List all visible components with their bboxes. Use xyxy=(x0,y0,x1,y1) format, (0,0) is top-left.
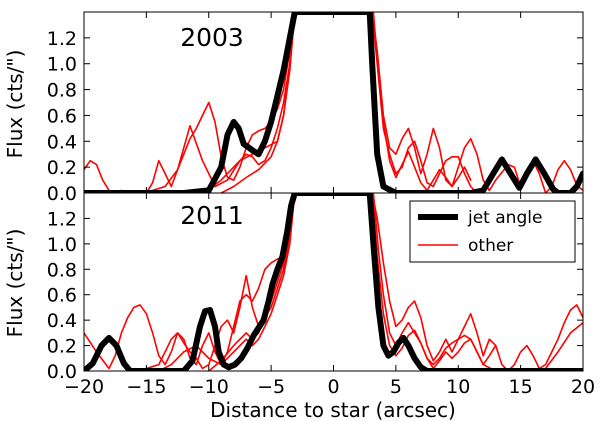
y-tick-label: 0.8 xyxy=(47,80,77,102)
series-line-other-4-2003 xyxy=(220,12,296,193)
panel-2003: 0.0 0.2 0.4 0.6 0.8 1.0 1.2 2003 Flux (cts/") xyxy=(3,11,584,205)
series-line-other-3-2003 xyxy=(195,12,295,193)
y-tick-label: 0.6 xyxy=(47,105,77,127)
year-label-2003: 2003 xyxy=(180,23,244,52)
y-tick-label: 0.8 xyxy=(47,259,77,281)
series-line-other-7-2003 xyxy=(371,12,472,192)
x-tick-label: −20 xyxy=(64,376,104,398)
x-tick-label: 0 xyxy=(327,376,339,398)
series-line-other-1-2011 xyxy=(84,193,295,370)
y-tick-label: 0.0 xyxy=(47,361,77,383)
series-line-other-5-2003 xyxy=(371,12,583,193)
x-tick-label: −15 xyxy=(126,376,166,398)
series-group-2011 xyxy=(84,193,583,371)
series-group-2003 xyxy=(84,12,583,193)
series-line-other-6-2003 xyxy=(372,12,485,193)
y-tick-label: 1.0 xyxy=(47,234,77,256)
x-tick-label: 15 xyxy=(509,376,533,398)
y-tick-label: 0.2 xyxy=(47,336,77,358)
y-tick-label: 1.0 xyxy=(47,54,77,76)
series-line-other-2-2011 xyxy=(133,193,296,371)
x-tick-label: −10 xyxy=(189,376,229,398)
series-line-other-5-2011 xyxy=(371,193,583,371)
y-tick-label: 0.4 xyxy=(47,131,77,153)
series-line-jet-angle-2011 xyxy=(84,193,583,371)
y-tick-label: 1.2 xyxy=(47,208,77,230)
ticks-2011: −20 −15 −10 −5 0 5 10 15 20 0.0 0.2 0.4 0.6 0.8 1.0 1.2 xyxy=(47,193,595,398)
y-tick-label: 0.2 xyxy=(47,157,77,179)
y-tick-label: 0.4 xyxy=(47,310,77,332)
series-line-jet-angle-2003 xyxy=(84,12,583,193)
legend: jet angle other xyxy=(409,200,576,263)
y-tick-label: 1.2 xyxy=(47,28,77,50)
x-tick-label: 10 xyxy=(446,376,470,398)
ticks-2003: 0.0 0.2 0.4 0.6 0.8 1.0 1.2 xyxy=(47,12,584,205)
legend-label-jet-angle: jet angle xyxy=(467,208,542,228)
x-tick-label: −5 xyxy=(257,376,285,398)
panel-2011: −20 −15 −10 −5 0 5 10 15 20 0.0 0.2 0.4 0.6 0.8 1.0 1.2… xyxy=(3,192,595,421)
y-axis-label-2011: Flux (cts/") xyxy=(3,229,27,338)
year-label-2011: 2011 xyxy=(180,201,244,230)
y-tick-label: 0.6 xyxy=(47,285,77,307)
legend-box xyxy=(409,200,576,263)
y-axis-label-2003: Flux (cts/") xyxy=(3,50,27,159)
legend-label-other: other xyxy=(468,236,513,256)
y-tick-label: 0.0 xyxy=(47,183,77,205)
x-tick-label: 5 xyxy=(390,376,402,398)
x-tick-label: 20 xyxy=(571,376,595,398)
x-axis-label: Distance to star (arcsec) xyxy=(210,398,456,421)
